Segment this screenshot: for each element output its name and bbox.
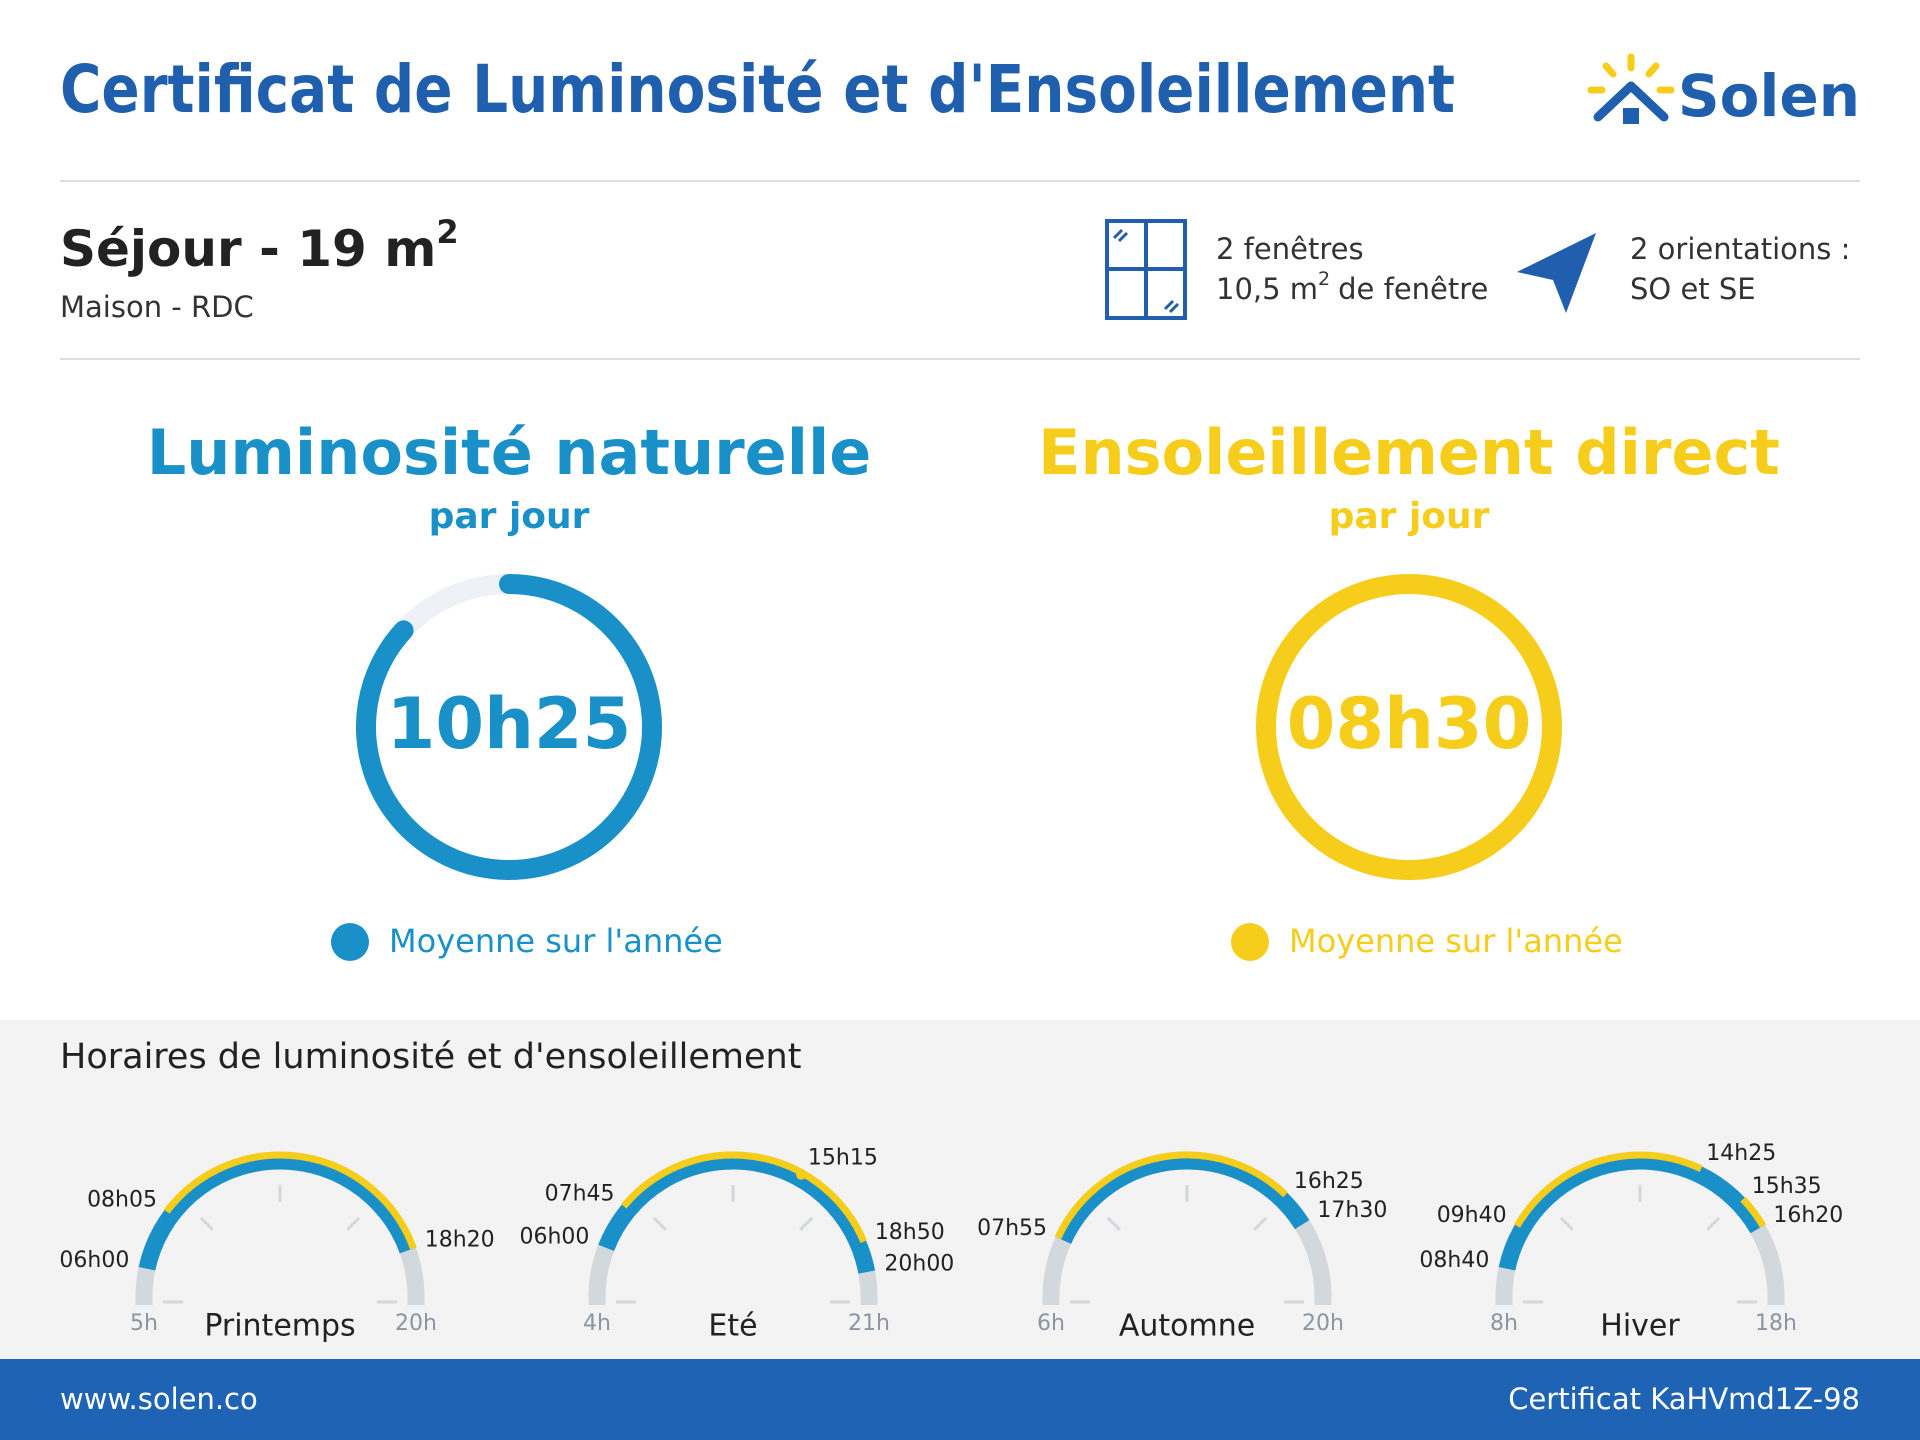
time-label: 18h20: [425, 1227, 495, 1252]
light-arc: [1498, 1152, 1766, 1271]
sun-arc: [1054, 1151, 1288, 1240]
luminosity-title: Luminosité naturelle: [147, 416, 872, 489]
time-label: 15h15: [808, 1145, 878, 1170]
orientation-icon: [1517, 233, 1596, 313]
luminosity-subtitle: par jour: [429, 496, 590, 537]
gauge-tick: [1559, 1216, 1574, 1231]
sunshine-subtitle: par jour: [1329, 496, 1490, 537]
windows-area-text: 10,5 m: [1216, 272, 1318, 306]
time-label: 07h55: [977, 1216, 1047, 1241]
range-end: 20h: [1302, 1311, 1344, 1336]
sunshine-value: 08h30: [1287, 683, 1532, 765]
time-label: 18h50: [875, 1220, 945, 1245]
gauges: 06h00 18h20 08h05 5h 20h Printemps 06h00 20h00 0…: [59, 1141, 1843, 1343]
orientation-line2: SO et SE: [1630, 272, 1756, 306]
time-label: 16h25: [1294, 1169, 1364, 1194]
gauge-tick: [1106, 1216, 1121, 1231]
luminosity-ring: [356, 574, 662, 880]
sunshine-ring: [1256, 574, 1562, 880]
sun-arc: [1513, 1151, 1703, 1228]
sun-marker: [796, 1169, 807, 1180]
sun-arc: [1740, 1196, 1767, 1228]
time-label: 08h40: [1419, 1248, 1489, 1273]
range-start: 5h: [130, 1311, 158, 1336]
range-end: 21h: [848, 1311, 890, 1336]
sun-arc: [163, 1151, 417, 1250]
logo-text: Solen: [1678, 62, 1860, 130]
windows-count: 2 fenêtres: [1216, 232, 1364, 266]
title: Certificat de Luminosité et d'Ensoleille…: [60, 51, 1455, 128]
luminosity-legend: Moyenne sur l'année: [389, 922, 723, 960]
room-name: Séjour - 19 m2: [60, 213, 459, 278]
legend-dot: [331, 923, 369, 961]
room-location: Maison - RDC: [60, 290, 254, 324]
schedule-panel: [0, 1020, 1920, 1360]
time-label: 17h30: [1317, 1198, 1387, 1223]
time-label: 16h20: [1773, 1203, 1843, 1228]
gauge-tick: [1253, 1216, 1268, 1231]
logo-icon: [1587, 53, 1675, 124]
windows-area-sup: 2: [1318, 268, 1330, 290]
time-label: 06h00: [519, 1224, 589, 1249]
gauge-tick: [1706, 1216, 1721, 1231]
luminosity-value: 10h25: [387, 683, 632, 765]
season-name: Automne: [1119, 1309, 1255, 1344]
time-label: 15h35: [1752, 1174, 1822, 1199]
light-arc: [598, 1152, 876, 1274]
sunshine-legend: Moyenne sur l'année: [1289, 922, 1623, 960]
time-label: 09h40: [1437, 1203, 1507, 1228]
schedule-title: Horaires de luminosité et d'ensoleilleme…: [60, 1037, 801, 1077]
season-name: Printemps: [204, 1309, 355, 1344]
room-name-text: Séjour - 19 m: [60, 220, 436, 278]
gauge-tick: [346, 1216, 361, 1231]
time-label: 07h45: [545, 1182, 615, 1207]
gauge-tick: [199, 1216, 214, 1231]
footer: [0, 1359, 1920, 1440]
range-end: 20h: [395, 1311, 437, 1336]
time-label: 08h05: [87, 1187, 157, 1212]
time-label: 20h00: [884, 1252, 954, 1277]
sunshine-title: Ensoleillement direct: [1038, 416, 1780, 489]
sun-arc: [621, 1151, 867, 1244]
gauge-tick: [652, 1216, 667, 1231]
room-name-sup: 2: [436, 213, 458, 251]
footer-certificate: Certificat KaHVmd1Z-98: [1508, 1382, 1860, 1416]
range-start: 6h: [1037, 1311, 1065, 1336]
windows-area: 10,5 m2 de fenêtre: [1216, 268, 1488, 307]
time-label: 06h00: [59, 1248, 129, 1273]
windows-area-suffix: de fenêtre: [1338, 272, 1488, 306]
window-icon: [1105, 219, 1187, 320]
legend-dot: [1231, 923, 1269, 961]
footer-website: www.solen.co: [60, 1382, 258, 1416]
range-start: 4h: [583, 1311, 611, 1336]
season-name: Eté: [708, 1309, 757, 1344]
season-name: Hiver: [1600, 1309, 1680, 1344]
range-start: 8h: [1490, 1311, 1518, 1336]
range-end: 18h: [1755, 1311, 1797, 1336]
light-arc: [138, 1152, 416, 1271]
orientation-line1: 2 orientations :: [1630, 232, 1850, 266]
gauge-tick: [799, 1216, 814, 1231]
rings: [356, 574, 1562, 880]
time-label: 14h25: [1706, 1141, 1776, 1166]
light-arc: [1055, 1152, 1310, 1244]
